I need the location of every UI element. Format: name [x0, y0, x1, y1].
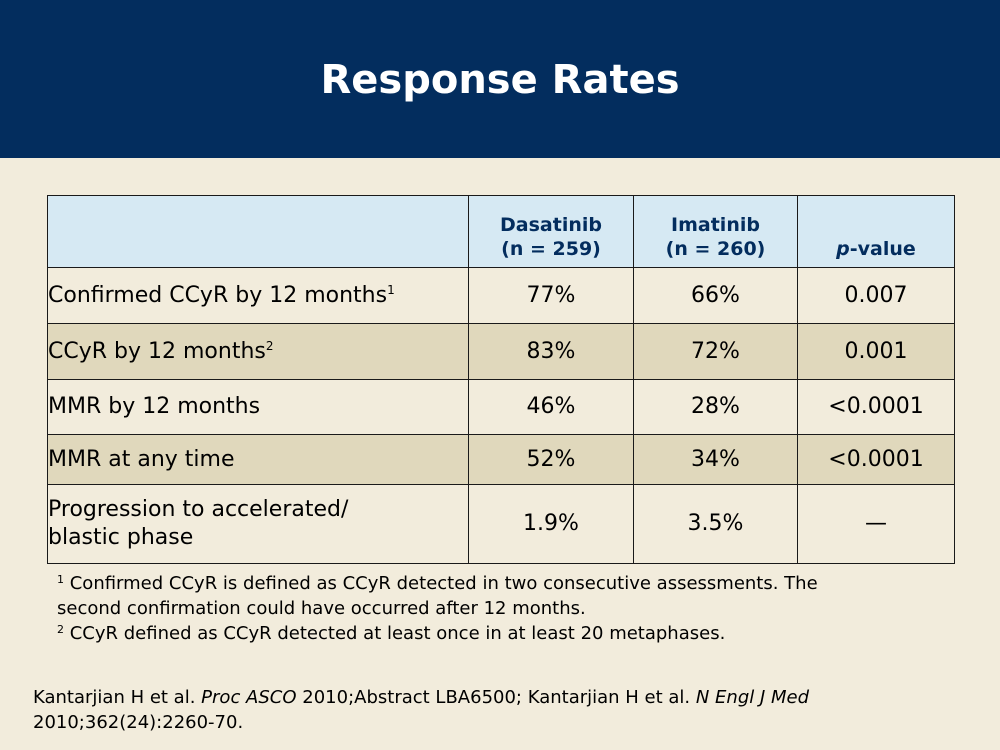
header-imatinib-name: Imatinib [671, 214, 760, 236]
footnote-1: 1 Confirmed CCyR is defined as CCyR dete… [57, 571, 957, 621]
p-value: <0.0001 [797, 434, 955, 485]
header-p-italic: p [836, 238, 850, 260]
footnote-2: 2 CCyR defined as CCyR detected at least… [57, 621, 957, 646]
footnote-1-line1: Confirmed CCyR is defined as CCyR detect… [69, 573, 818, 594]
footnote-1-line2: second confirmation could have occurred … [57, 598, 586, 619]
p-value: 0.001 [797, 323, 955, 380]
reference-journal1: Proc ASCO [201, 687, 297, 708]
dasatinib-value: 46% [468, 379, 634, 435]
footnote-2-mark: 2 [57, 623, 64, 636]
dasatinib-value: 52% [468, 434, 634, 485]
table-row: Progression to accelerated/ blastic phas… [47, 484, 955, 564]
header-dasatinib: Dasatinib (n = 259) [468, 195, 634, 268]
imatinib-value: 72% [633, 323, 798, 380]
reference-journal2: N Engl J Med [695, 687, 810, 708]
row-label: MMR at any time [47, 434, 469, 485]
row-label: Confirmed CCyR by 12 months1 [47, 267, 469, 324]
row-label: MMR by 12 months [47, 379, 469, 435]
header-p-rest: -value [849, 238, 916, 260]
response-rates-table: Dasatinib (n = 259) Imatinib (n = 260) p… [47, 195, 955, 564]
title-banner [0, 0, 1000, 158]
header-imatinib: Imatinib (n = 260) [633, 195, 798, 268]
row-label: Progression to accelerated/ blastic phas… [47, 484, 469, 564]
table-row: MMR at any time 52% 34% <0.0001 [47, 434, 955, 485]
imatinib-value: 34% [633, 434, 798, 485]
footnote-marker: 1 [387, 282, 395, 297]
reference-part3: 2010;362(24):2260-70. [33, 712, 244, 733]
reference-citation: Kantarjian H et al. Proc ASCO 2010;Abstr… [33, 685, 983, 735]
table-row: Confirmed CCyR by 12 months1 77% 66% 0.0… [47, 267, 955, 324]
p-value: <0.0001 [797, 379, 955, 435]
header-empty-cell [47, 195, 469, 268]
header-imatinib-n: (n = 260) [665, 238, 766, 260]
header-p-value: p-value [797, 195, 955, 268]
reference-part2: 2010;Abstract LBA6500; Kantarjian H et a… [296, 687, 696, 708]
row-label-text: Confirmed CCyR by 12 months [48, 282, 388, 308]
slide-title: Response Rates [320, 57, 680, 103]
table-header-row: Dasatinib (n = 259) Imatinib (n = 260) p… [47, 195, 955, 268]
p-value: — [797, 484, 955, 564]
table-row: CCyR by 12 months2 83% 72% 0.001 [47, 323, 955, 380]
header-dasatinib-name: Dasatinib [500, 214, 602, 236]
row-label: CCyR by 12 months2 [47, 323, 469, 380]
dasatinib-value: 83% [468, 323, 634, 380]
dasatinib-value: 77% [468, 267, 634, 324]
footnote-1-mark: 1 [57, 573, 64, 586]
p-value: 0.007 [797, 267, 955, 324]
row-label-line2: blastic phase [48, 525, 194, 550]
footnote-marker: 2 [265, 338, 274, 353]
imatinib-value: 28% [633, 379, 798, 435]
table-row: MMR by 12 months 46% 28% <0.0001 [47, 379, 955, 435]
imatinib-value: 3.5% [633, 484, 798, 564]
footnote-2-line1: CCyR defined as CCyR detected at least o… [69, 623, 726, 644]
dasatinib-value: 1.9% [468, 484, 634, 564]
row-label-text: CCyR by 12 months [48, 338, 266, 364]
footnotes: 1 Confirmed CCyR is defined as CCyR dete… [57, 571, 957, 646]
reference-part1: Kantarjian H et al. [33, 687, 202, 708]
header-dasatinib-n: (n = 259) [501, 238, 601, 260]
row-label-line1: Progression to accelerated/ [48, 497, 349, 522]
imatinib-value: 66% [633, 267, 798, 324]
